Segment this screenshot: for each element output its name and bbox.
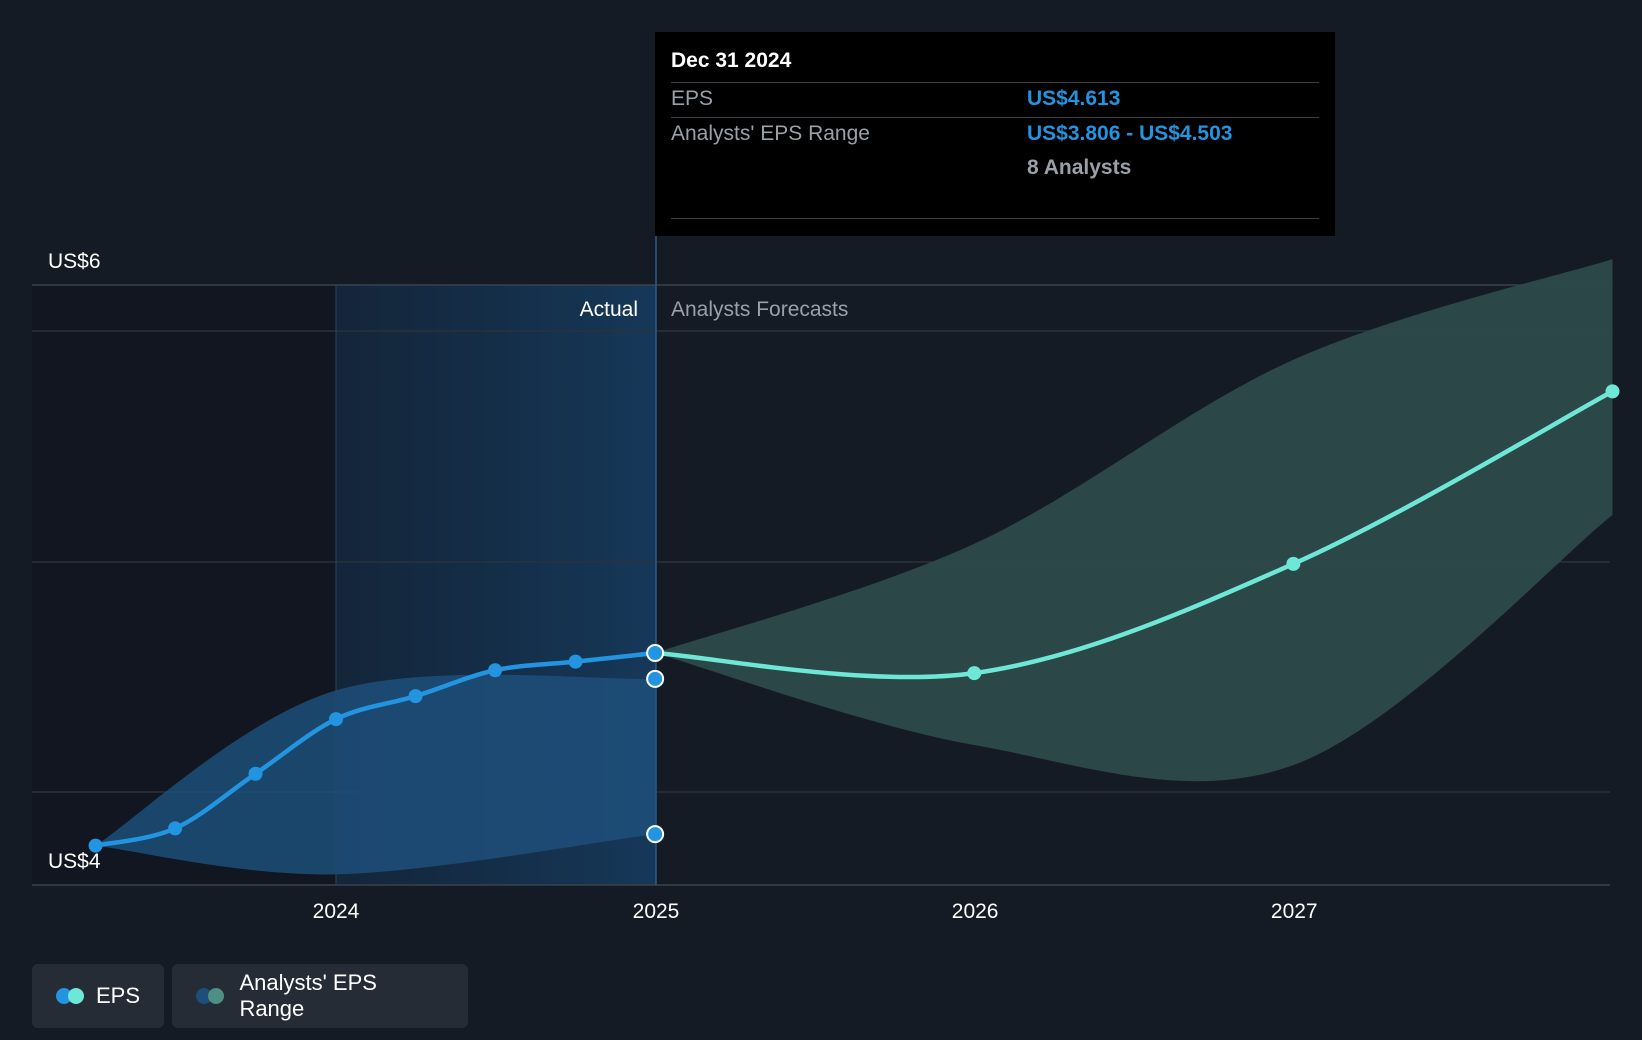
eps-legend-icon [56, 988, 84, 1004]
actual-eps-point [488, 663, 503, 678]
legend-range-label: Analysts' EPS Range [239, 970, 377, 1021]
forecast-eps-range-band [655, 259, 1613, 782]
legend-eps-range[interactable]: Analysts' EPS Range [172, 964, 468, 1028]
actual-eps-point [329, 712, 343, 727]
tooltip-range-row: Analysts' EPS Range US$3.806 - US$4.503 [671, 117, 1319, 152]
eps-range-legend-icon [196, 988, 225, 1004]
tooltip-eps-row: EPS US$4.613 [671, 82, 1319, 117]
forecast-eps-point [1286, 556, 1301, 571]
y-axis-label-bottom: US$4 [48, 850, 101, 873]
axis-labels: US$6 US$4 2024 2025 2026 2027 Actual Analysts F… [48, 250, 1318, 923]
forecast-section-label: Analysts Forecasts [671, 298, 848, 321]
forecast-eps-point [1605, 384, 1620, 399]
tooltip-analysts-count: 8 Analysts [1027, 156, 1132, 179]
actual-eps-point [248, 766, 263, 781]
x-tick-label: 2024 [313, 900, 360, 923]
x-tick-label: 2025 [633, 900, 680, 923]
tooltip-eps-label: EPS [671, 87, 714, 110]
legend-eps-label: EPS [95, 983, 140, 1008]
tooltip: Dec 31 2024 EPS US$4.613 Analysts' EPS R… [655, 32, 1335, 236]
actual-eps-range-band [95, 674, 656, 875]
forecast-eps-line [652, 389, 1615, 680]
y-axis-label-top: US$6 [48, 250, 101, 273]
actual-eps-point [568, 654, 583, 669]
actual-eps-line [93, 650, 658, 848]
forecast-eps-point [967, 666, 982, 681]
highlight-marker [646, 669, 665, 688]
tooltip-date: Dec 31 2024 [671, 49, 792, 72]
eps-lines [93, 389, 1615, 848]
eps-points [88, 384, 1620, 853]
x-tick-label: 2026 [952, 900, 999, 923]
tooltip-eps-value: US$4.613 [1027, 87, 1121, 110]
highlight-marker [646, 825, 665, 844]
tooltip-range-label: Analysts' EPS Range [671, 122, 870, 145]
actual-eps-point [408, 689, 423, 704]
actual-eps-point [88, 838, 103, 853]
actual-section-label: Actual [580, 298, 638, 321]
legend-eps[interactable]: EPS [32, 964, 164, 1028]
eps-range-bands [95, 259, 1613, 875]
tooltip-range-value: US$3.806 - US$4.503 [1027, 122, 1233, 145]
highlight-marker [646, 644, 665, 662]
x-tick-label: 2027 [1271, 900, 1318, 923]
tooltip-analysts-row: 8 Analysts [671, 152, 1319, 186]
actual-eps-point [168, 821, 183, 836]
tooltip-divider [671, 218, 1319, 219]
